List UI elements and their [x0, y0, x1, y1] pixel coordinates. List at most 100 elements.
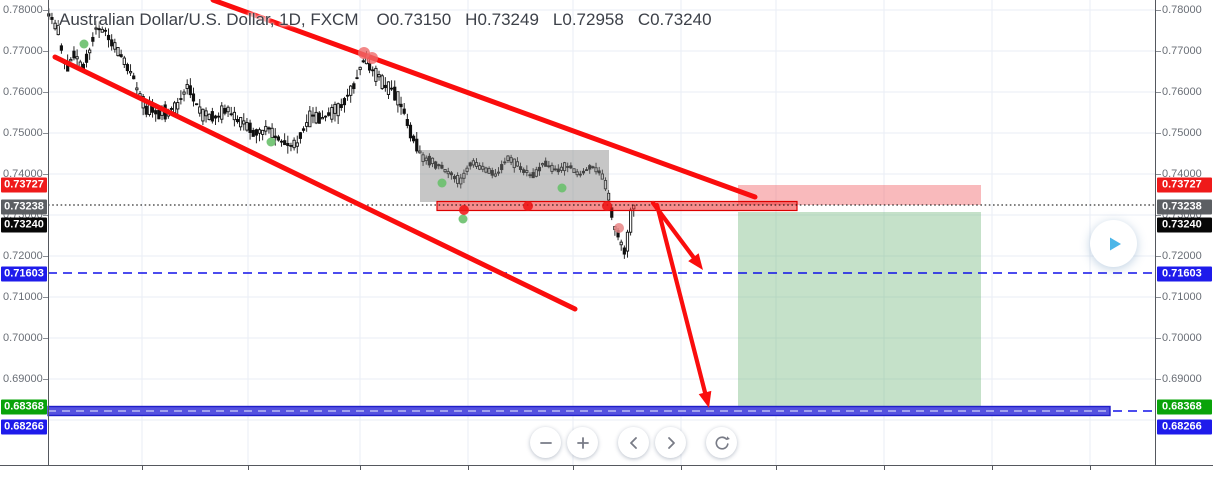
play-icon [1109, 237, 1121, 250]
signal-markers [79, 39, 624, 233]
time-axis-tick [681, 466, 682, 470]
price-tick-label: 0.72000 [3, 250, 43, 262]
lower-channel[interactable] [52, 54, 578, 312]
target-zone[interactable] [738, 212, 981, 408]
zoom-in-button[interactable] [567, 427, 598, 458]
price-badge-0.71603: 0.71603 [1, 266, 47, 282]
resistance-bar[interactable] [436, 200, 798, 212]
price-tick-label: 0.77000 [3, 45, 43, 57]
ohlc-h: H0.73249 [465, 10, 539, 29]
price-badge-0.68368: 0.68368 [1, 399, 47, 415]
price-tick-label: 0.78000 [3, 4, 43, 16]
axis-tick [1156, 379, 1161, 380]
price-tick-label: 0.75000 [1162, 127, 1202, 139]
price-tick-label: 0.75000 [3, 127, 43, 139]
time-axis-tick [573, 466, 574, 470]
reset-chart-button[interactable] [706, 427, 737, 458]
scroll-right-button[interactable] [655, 427, 686, 458]
buy-signal-dot [458, 214, 468, 224]
zoom-out-button[interactable] [530, 427, 561, 458]
price-badge-0.68266: 0.68266 [1, 419, 47, 435]
ohlc-l: L0.72958 [552, 10, 624, 29]
price-tick-label: 0.76000 [3, 86, 43, 98]
price-axis-border-right [1155, 0, 1156, 465]
drawings-layer[interactable] [52, 0, 758, 408]
upper-channel[interactable] [210, 0, 758, 200]
price-badge-0.73238: 0.73238 [1157, 199, 1212, 215]
price-tick-label: 0.77000 [1162, 45, 1202, 57]
arrow-to-0.68368[interactable] [654, 202, 708, 397]
axis-tick [1156, 338, 1161, 339]
trendline-touch-dot [366, 52, 378, 64]
axis-tick [43, 133, 48, 134]
axis-tick [1156, 92, 1161, 93]
price-tick-label: 0.69000 [1162, 373, 1202, 385]
consolidation-zone[interactable] [420, 150, 609, 202]
axis-tick [43, 338, 48, 339]
price-tick-label: 0.70000 [3, 332, 43, 344]
arrow-to-0.71603-head [688, 253, 703, 270]
price-tick-label: 0.78000 [1162, 4, 1202, 16]
axis-tick [1156, 133, 1161, 134]
price-tick-label: 0.70000 [1162, 332, 1202, 344]
buy-signal-dot [437, 178, 447, 188]
time-axis[interactable]: AprMayJunJulAugSepOctNovDec2019 [0, 466, 1213, 488]
axis-tick [1156, 51, 1161, 52]
price-badge-0.73240: 0.73240 [1157, 217, 1212, 233]
time-axis-tick [884, 466, 885, 470]
ohlc-c: C0.73240 [637, 10, 712, 29]
axis-tick [43, 174, 48, 175]
time-axis-tick [776, 466, 777, 470]
time-axis-tick [1090, 466, 1091, 470]
axis-tick [1156, 297, 1161, 298]
price-tick-label: 0.69000 [3, 373, 43, 385]
gridlines [48, 0, 1155, 465]
sell-signal-dot [602, 201, 612, 211]
buy-signal-dot [79, 39, 89, 49]
symbol-name: Australian Dollar/U.S. Dollar, 1D, FXCM [59, 10, 359, 29]
buy-signal-dot [557, 183, 567, 193]
price-badge-0.73727: 0.73727 [1157, 177, 1212, 193]
replay-play-button[interactable] [1090, 220, 1137, 267]
sell-signal-dot-pale [614, 223, 624, 233]
axis-tick [43, 215, 48, 216]
time-axis-tick [468, 466, 469, 470]
axis-tick [1156, 10, 1161, 11]
price-axis-left[interactable] [0, 0, 48, 465]
price-badge-0.71603: 0.71603 [1157, 266, 1212, 282]
ohlc-readout: O0.73150 H0.73249 L0.72958 C0.73240 [362, 10, 711, 29]
axis-tick [1156, 256, 1161, 257]
symbol-title[interactable]: Australian Dollar/U.S. Dollar, 1D, FXCM O… [59, 10, 712, 30]
buy-signal-dot [266, 137, 276, 147]
sell-signal-dot [459, 205, 469, 215]
axis-tick [43, 10, 48, 11]
axis-tick [43, 256, 48, 257]
price-badge-0.68368: 0.68368 [1157, 399, 1212, 415]
price-badge-0.73727: 0.73727 [1, 177, 47, 193]
price-tick-label: 0.72000 [1162, 250, 1202, 262]
plus-icon [576, 436, 589, 449]
sell-signal-dot [523, 201, 533, 211]
time-axis-tick [248, 466, 249, 470]
chart-nav-toolbar [530, 427, 737, 458]
chevron-left-icon [629, 436, 637, 449]
axis-tick [1156, 174, 1161, 175]
price-tick-label: 0.74000 [3, 168, 43, 180]
axis-tick [43, 51, 48, 52]
price-axis-border-left [48, 0, 49, 465]
price-badge-0.73240: 0.73240 [1, 217, 47, 233]
price-tick-label: 0.74000 [1162, 168, 1202, 180]
time-axis-tick [360, 466, 361, 470]
axis-tick [43, 92, 48, 93]
price-axis-right[interactable] [1156, 0, 1213, 465]
price-badge-0.68266: 0.68266 [1157, 419, 1212, 435]
price-tick-label: 0.71000 [1162, 291, 1202, 303]
scroll-left-button[interactable] [618, 427, 649, 458]
axis-tick [43, 297, 48, 298]
time-axis-tick [992, 466, 993, 470]
price-badge-0.73238: 0.73238 [1, 199, 47, 215]
supply-zone[interactable] [738, 185, 981, 205]
time-axis-border [0, 465, 1213, 466]
